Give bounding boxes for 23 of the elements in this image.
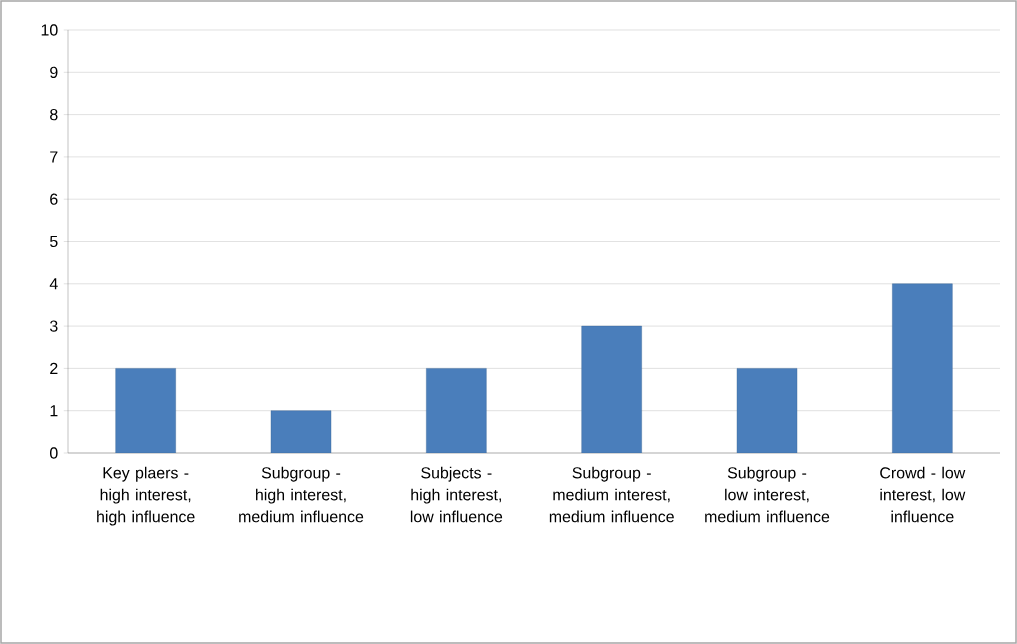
y-tick-label: 3 — [49, 320, 58, 332]
x-tick-label: Key plaers - high interest, high influence — [97, 466, 195, 526]
bar — [115, 368, 176, 453]
y-tick-label: 0 — [50, 447, 58, 459]
x-tick-label: Crowd - low interest, low influence — [880, 466, 966, 523]
y-tick-label: 7 — [50, 151, 58, 163]
y-tick-label: 9 — [50, 66, 58, 78]
bar — [270, 410, 332, 453]
y-tick-label: 10 — [41, 24, 58, 36]
bar — [426, 368, 487, 453]
y-tick-label: 6 — [50, 193, 58, 205]
y-tick-label: 1 — [50, 405, 58, 417]
x-tick-label: Subjects - high interest, low influence — [410, 466, 503, 523]
y-tick-label: 2 — [50, 362, 58, 374]
y-tick-label: 4 — [49, 278, 58, 290]
x-tick-label: Subgroup - medium interest, medium influence — [549, 466, 674, 523]
bar — [892, 283, 953, 453]
x-tick-label: Subgroup - low interest, medium influence — [705, 466, 830, 523]
bar — [581, 325, 642, 453]
y-tick-label: 5 — [50, 235, 58, 248]
bar — [736, 368, 798, 453]
y-tick-label: 8 — [50, 108, 58, 121]
x-tick-label: Subgroup - high interest, medium influence — [239, 466, 364, 523]
